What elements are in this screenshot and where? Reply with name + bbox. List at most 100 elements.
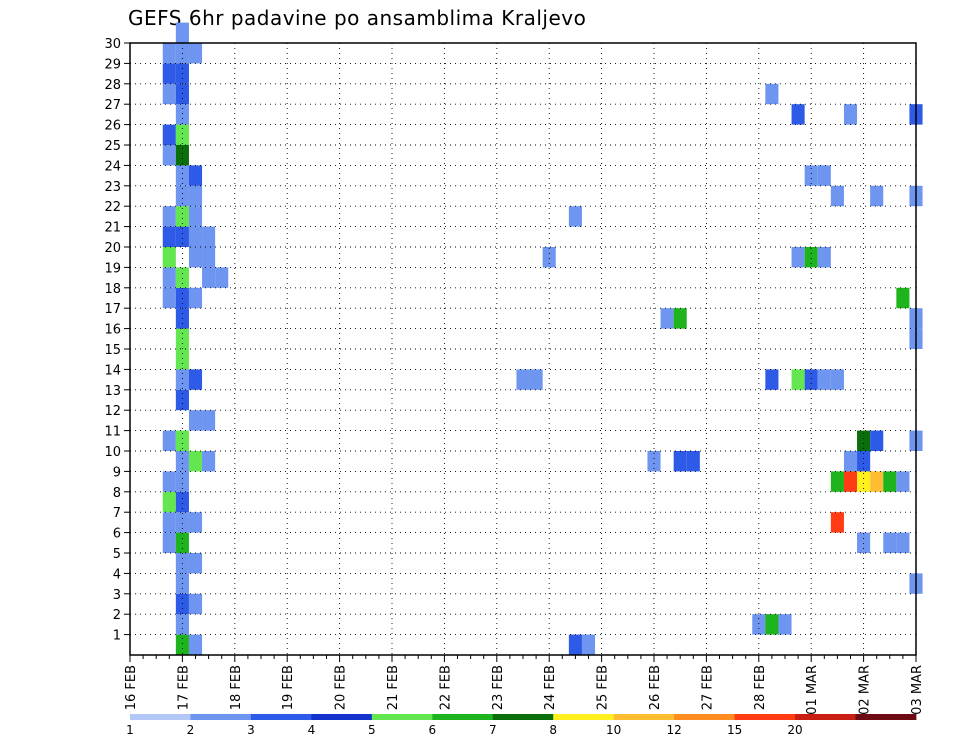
y-tick-label: 12: [104, 404, 121, 419]
legend-swatch: [492, 714, 554, 720]
heatmap-cell: [830, 512, 844, 533]
heatmap-cell: [162, 491, 176, 513]
legend-swatch: [130, 714, 191, 720]
y-tick-label: 3: [113, 588, 121, 603]
legend-label: 12: [667, 723, 682, 737]
legend-label: 3: [247, 723, 255, 737]
y-tick-label: 9: [113, 465, 121, 480]
heatmap-cell: [804, 247, 818, 268]
heatmap-cell: [660, 308, 674, 329]
heatmap-cell: [870, 471, 884, 492]
heatmap-cell: [162, 206, 176, 227]
x-tick-label: 17 FEB: [176, 665, 191, 710]
heatmap-cell: [162, 83, 176, 105]
heatmap-cell: [175, 145, 189, 166]
heatmap-cell: [175, 451, 189, 472]
x-tick-label: 28 FEB: [753, 665, 768, 710]
heatmap-cell: [162, 430, 176, 451]
x-tick-label: 26 FEB: [648, 665, 663, 710]
plot-frame: [129, 42, 917, 656]
heatmap-cell: [752, 614, 766, 635]
heatmap-cell: [778, 614, 792, 635]
heatmap-cell: [175, 124, 189, 145]
grid-layer: [130, 43, 916, 655]
y-tick-label: 22: [104, 200, 121, 215]
heatmap-cell: [202, 410, 216, 431]
heatmap-cell: [188, 206, 203, 227]
heatmap-cell: [542, 247, 556, 268]
heatmap-cell: [162, 512, 176, 533]
heatmap-cell: [581, 634, 596, 655]
heatmap-cell: [175, 512, 189, 533]
cells-layer: [162, 22, 923, 655]
heatmap-cell: [162, 63, 176, 84]
heatmap-cell: [647, 451, 661, 472]
y-tick-label: 26: [104, 119, 121, 134]
x-tick-label: 20 FEB: [334, 665, 349, 710]
x-tick-label: 03 MAR: [910, 665, 925, 715]
y-tick-label: 28: [104, 78, 121, 93]
heatmap-cell: [686, 451, 700, 472]
heatmap-cell: [188, 43, 203, 64]
heatmap-cell: [896, 532, 910, 553]
heatmap-cell: [175, 491, 189, 513]
heatmap-cell: [162, 247, 176, 268]
heatmap-cell: [202, 267, 216, 288]
legend-swatch: [432, 714, 494, 720]
heatmap-cell: [804, 369, 818, 390]
heatmap-cell: [857, 430, 871, 451]
heatmap-cell: [857, 532, 871, 553]
legend-swatch: [190, 714, 252, 720]
x-axis: 16 FEB 17 FEB 18 FEB 19 FEB 20 FEB 21 FEB 22 F…: [124, 655, 925, 715]
legend-swatch: [734, 714, 796, 720]
x-tick-label: 22 FEB: [438, 665, 453, 710]
y-tick-label: 10: [104, 445, 121, 460]
heatmap-cell: [175, 165, 189, 186]
heatmap-cell: [175, 430, 189, 451]
legend-swatch: [371, 714, 433, 720]
y-tick-label: 2: [113, 608, 121, 623]
heatmap-cell: [830, 185, 844, 207]
x-tick-label: 01 MAR: [805, 665, 820, 715]
x-tick-label: 18 FEB: [229, 665, 244, 710]
y-tick-label: 11: [104, 425, 121, 440]
y-tick-label: 30: [104, 37, 121, 52]
heatmap-cell: [188, 512, 203, 533]
heatmap-cell: [830, 369, 844, 390]
y-tick-label: 14: [104, 363, 121, 378]
heatmap-cell: [188, 593, 203, 615]
heatmap-cell: [817, 247, 831, 268]
heatmap-cell: [175, 22, 189, 43]
heatmap-cell: [870, 430, 884, 451]
heatmap-cell: [765, 614, 779, 635]
heatmap-cell: [162, 267, 176, 288]
y-tick-label: 29: [104, 57, 121, 72]
heatmap-cell: [188, 226, 203, 247]
heatmap-cell: [857, 471, 871, 492]
y-tick-label: 17: [104, 302, 121, 317]
legend-swatch: [855, 714, 917, 720]
legend-label: 6: [428, 723, 436, 737]
x-tick-label: 24 FEB: [543, 665, 558, 710]
legend-swatch: [311, 714, 373, 720]
y-tick-label: 6: [113, 527, 121, 542]
y-tick-label: 15: [104, 343, 121, 358]
y-tick-label: 18: [104, 282, 121, 297]
y-tick-label: 16: [104, 323, 121, 338]
heatmap-cell: [162, 226, 176, 247]
y-tick-label: 20: [104, 241, 121, 256]
heatmap-cell: [162, 532, 176, 553]
y-tick-label: 4: [113, 567, 121, 582]
legend-label: 10: [606, 723, 621, 737]
heatmap-cell: [843, 451, 858, 472]
heatmap-cell: [188, 451, 203, 472]
heatmap-cell: [188, 553, 203, 574]
legend-swatch: [553, 714, 615, 720]
legend-label: 2: [187, 723, 195, 737]
heatmap-cell: [162, 124, 176, 145]
heatmap-cell: [175, 206, 189, 227]
heatmap-cell: [673, 451, 687, 472]
heatmap-cell: [175, 185, 189, 207]
x-tick-label: 25 FEB: [596, 665, 611, 710]
